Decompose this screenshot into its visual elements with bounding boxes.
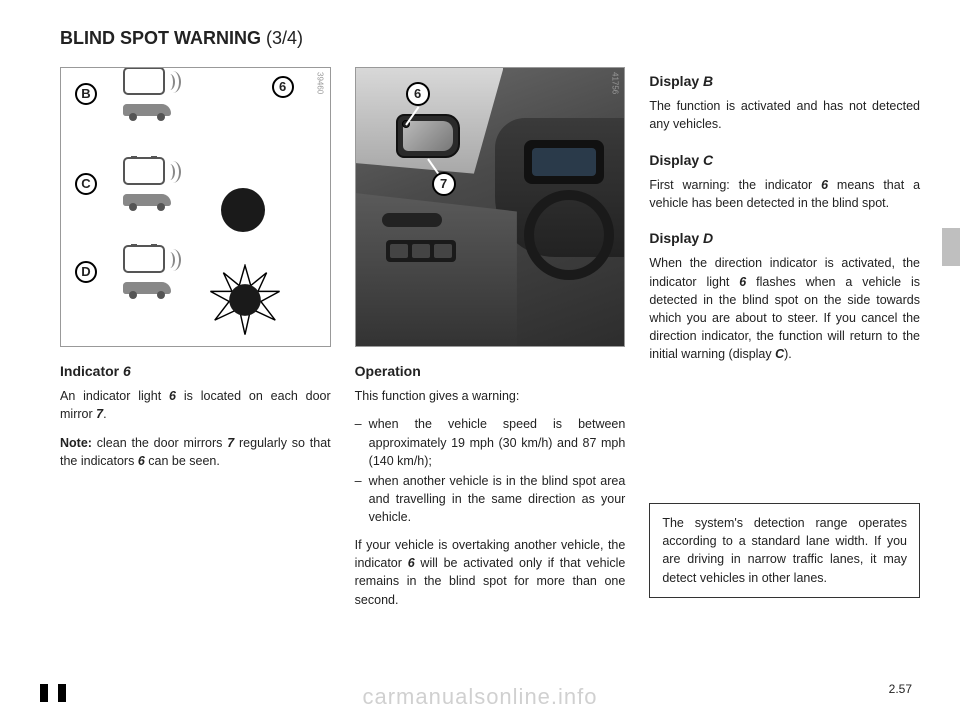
vehicle-side-icon [123, 279, 171, 299]
photo-door-handle [382, 213, 442, 227]
warning-dot-icon [221, 188, 265, 232]
note-text: The system's detection range operates ac… [662, 516, 907, 584]
diagram-letter-d: D [75, 261, 97, 283]
interior-photo: 41756 6 7 [355, 67, 626, 347]
vehicle-pair-d [123, 245, 171, 299]
heading-display-b: Display B [649, 71, 920, 91]
vehicle-pair-b [123, 67, 171, 121]
radar-waves-icon [165, 71, 183, 93]
heading-indicator: Indicator 6 [60, 361, 331, 381]
display-d-text: When the direction indicator is activate… [649, 254, 920, 363]
title-main: BLIND SPOT WARNING [60, 28, 266, 48]
heading-display-c: Display C [649, 150, 920, 170]
vehicle-side-icon [123, 101, 171, 121]
diagram-letter-c: C [75, 173, 97, 195]
vehicle-pair-c [123, 157, 171, 211]
page-number: 2.57 [889, 682, 912, 696]
photo-steering-wheel [524, 190, 614, 280]
photo-callout-7: 7 [432, 172, 456, 196]
vehicle-side-icon [123, 191, 171, 211]
indicator-diagram: 39460 6 B C D [60, 67, 331, 347]
vehicle-top-icon [123, 67, 165, 95]
diagram-image-id: 39460 [314, 72, 326, 94]
operation-list-item-2: when another vehicle is in the blind spo… [355, 472, 626, 526]
note-box: The system's detection range operates ac… [649, 503, 920, 598]
title-sub: (3/4) [266, 28, 303, 48]
operation-list: when the vehicle speed is between approx… [355, 415, 626, 526]
radar-waves-icon [165, 249, 183, 271]
display-b-text: The function is activated and has not de… [649, 97, 920, 133]
photo-image-id: 41756 [609, 72, 621, 94]
vehicle-top-icon [123, 157, 165, 185]
section-tab [942, 228, 960, 266]
heading-operation: Operation [355, 361, 626, 381]
operation-intro: This function gives a warning: [355, 387, 626, 405]
indicator-paragraph-1: An indicator light 6 is located on each … [60, 387, 331, 423]
column-1: 39460 6 B C D [60, 67, 331, 619]
column-3: Display B The function is activated and … [649, 67, 920, 619]
vehicle-top-icon [123, 245, 165, 273]
indicator-paragraph-2: Note: clean the door mirrors 7 regularly… [60, 434, 331, 470]
heading-display-d: Display D [649, 228, 920, 248]
watermark: carmanualsonline.info [0, 684, 960, 710]
diagram-letter-b: B [75, 83, 97, 105]
radar-waves-icon [165, 161, 183, 183]
photo-callout-6: 6 [406, 82, 430, 106]
page-title: BLIND SPOT WARNING (3/4) [60, 28, 920, 49]
diagram-callout-6: 6 [272, 76, 294, 98]
photo-door-switches [386, 240, 456, 262]
operation-paragraph-2: If your vehicle is overtaking another ve… [355, 536, 626, 609]
footer-marks [40, 684, 68, 702]
photo-instrument-cluster [524, 140, 604, 184]
display-c-text: First warning: the indicator 6 means tha… [649, 176, 920, 212]
content-columns: 39460 6 B C D [60, 67, 920, 619]
warning-burst-icon [209, 264, 281, 336]
operation-list-item-1: when the vehicle speed is between approx… [355, 415, 626, 469]
column-2: 41756 6 7 Operation This function gives … [355, 67, 626, 619]
